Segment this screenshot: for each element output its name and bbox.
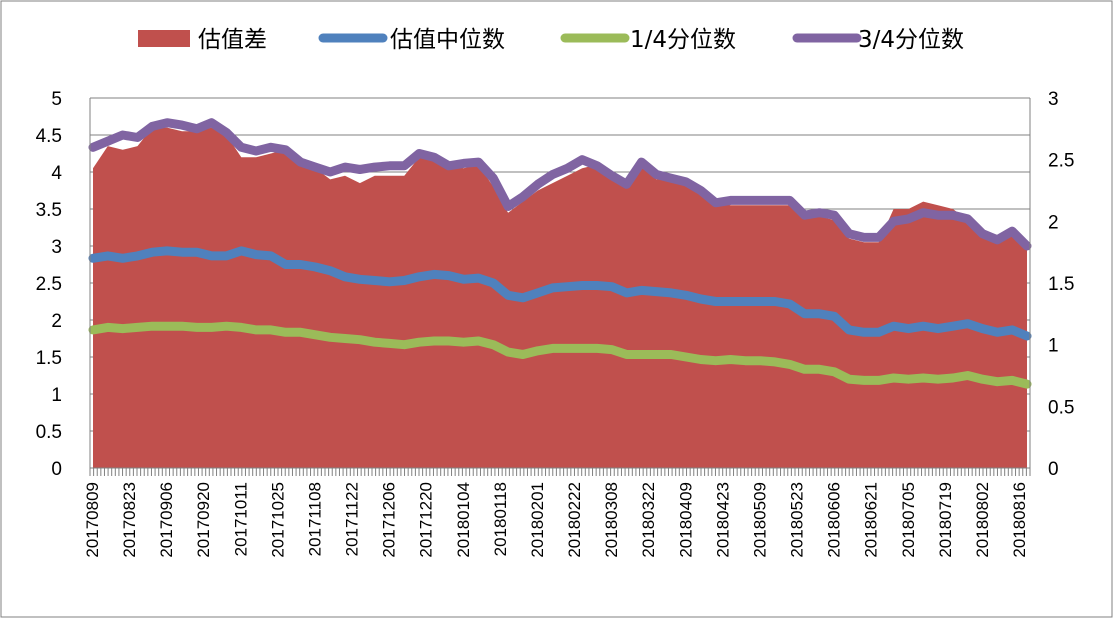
x-tick-label: 20170920	[194, 482, 213, 558]
y2-tick-label: 0	[1048, 459, 1059, 480]
x-tick-label: 20171220	[417, 482, 436, 558]
line-series-估值中位数	[88, 246, 1032, 341]
y2-tick-label: 2	[1048, 212, 1059, 233]
x-tick-label: 20180201	[528, 482, 547, 558]
legend-label: 估值中位数	[390, 27, 505, 53]
legend-label: 3/4分位数	[858, 27, 964, 53]
x-tick-label: 20180118	[491, 482, 510, 556]
y-tick-label: 2.5	[36, 274, 62, 295]
x-tick-label: 20180606	[825, 482, 844, 558]
area-series-估值差	[93, 127, 1027, 468]
y-tick-label: 2	[51, 311, 62, 332]
y2-tick-label: 1.5	[1048, 274, 1074, 295]
x-tick-label: 20180423	[713, 482, 732, 558]
x-tick-label: 20170809	[83, 482, 102, 558]
y-tick-label: 4.5	[36, 126, 62, 147]
y-tick-label: 1	[51, 385, 62, 406]
y-tick-label: 0.5	[36, 422, 62, 443]
y2-tick-label: 3	[1048, 89, 1059, 110]
x-tick-label: 20170906	[157, 482, 176, 558]
x-tick-label: 20180509	[750, 482, 769, 558]
x-tick-label: 20180523	[788, 482, 807, 558]
x-tick-label: 20180308	[602, 482, 621, 558]
y-tick-label: 3.5	[36, 200, 62, 221]
y-tick-label: 3	[51, 237, 62, 258]
line-series-3/4分位数	[88, 118, 1032, 251]
y-tick-label: 1.5	[36, 348, 62, 369]
y-tick-label: 4	[51, 163, 62, 184]
y2-tick-label: 1	[1048, 336, 1059, 357]
x-tick-label: 20171025	[268, 482, 287, 558]
y-tick-label: 5	[51, 89, 62, 110]
legend-label: 1/4分位数	[630, 27, 736, 53]
x-tick-label: 20171122	[343, 482, 362, 556]
x-tick-label: 20170823	[120, 482, 139, 558]
y-tick-label: 0	[51, 459, 62, 480]
legend-swatch	[138, 30, 190, 47]
x-tick-label: 20180802	[973, 482, 992, 558]
x-tick-label: 20171206	[380, 482, 399, 558]
x-tick-label: 20180104	[454, 482, 473, 558]
x-tick-label: 20180719	[936, 482, 955, 558]
legend-label: 估值差	[198, 27, 267, 53]
y2-tick-label: 2.5	[1048, 151, 1074, 172]
x-tick-label: 20180705	[899, 482, 918, 558]
x-tick-label: 20171011	[231, 482, 250, 556]
x-tick-label: 20180322	[639, 482, 658, 558]
x-tick-label: 20180621	[862, 482, 881, 558]
x-tick-label: 20180409	[676, 482, 695, 558]
x-tick-label: 20171108	[305, 482, 324, 556]
x-tick-label: 20180816	[1010, 482, 1029, 558]
line-series-1/4分位数	[88, 321, 1032, 389]
y2-tick-label: 0.5	[1048, 397, 1074, 418]
x-tick-label: 20180222	[565, 482, 584, 558]
